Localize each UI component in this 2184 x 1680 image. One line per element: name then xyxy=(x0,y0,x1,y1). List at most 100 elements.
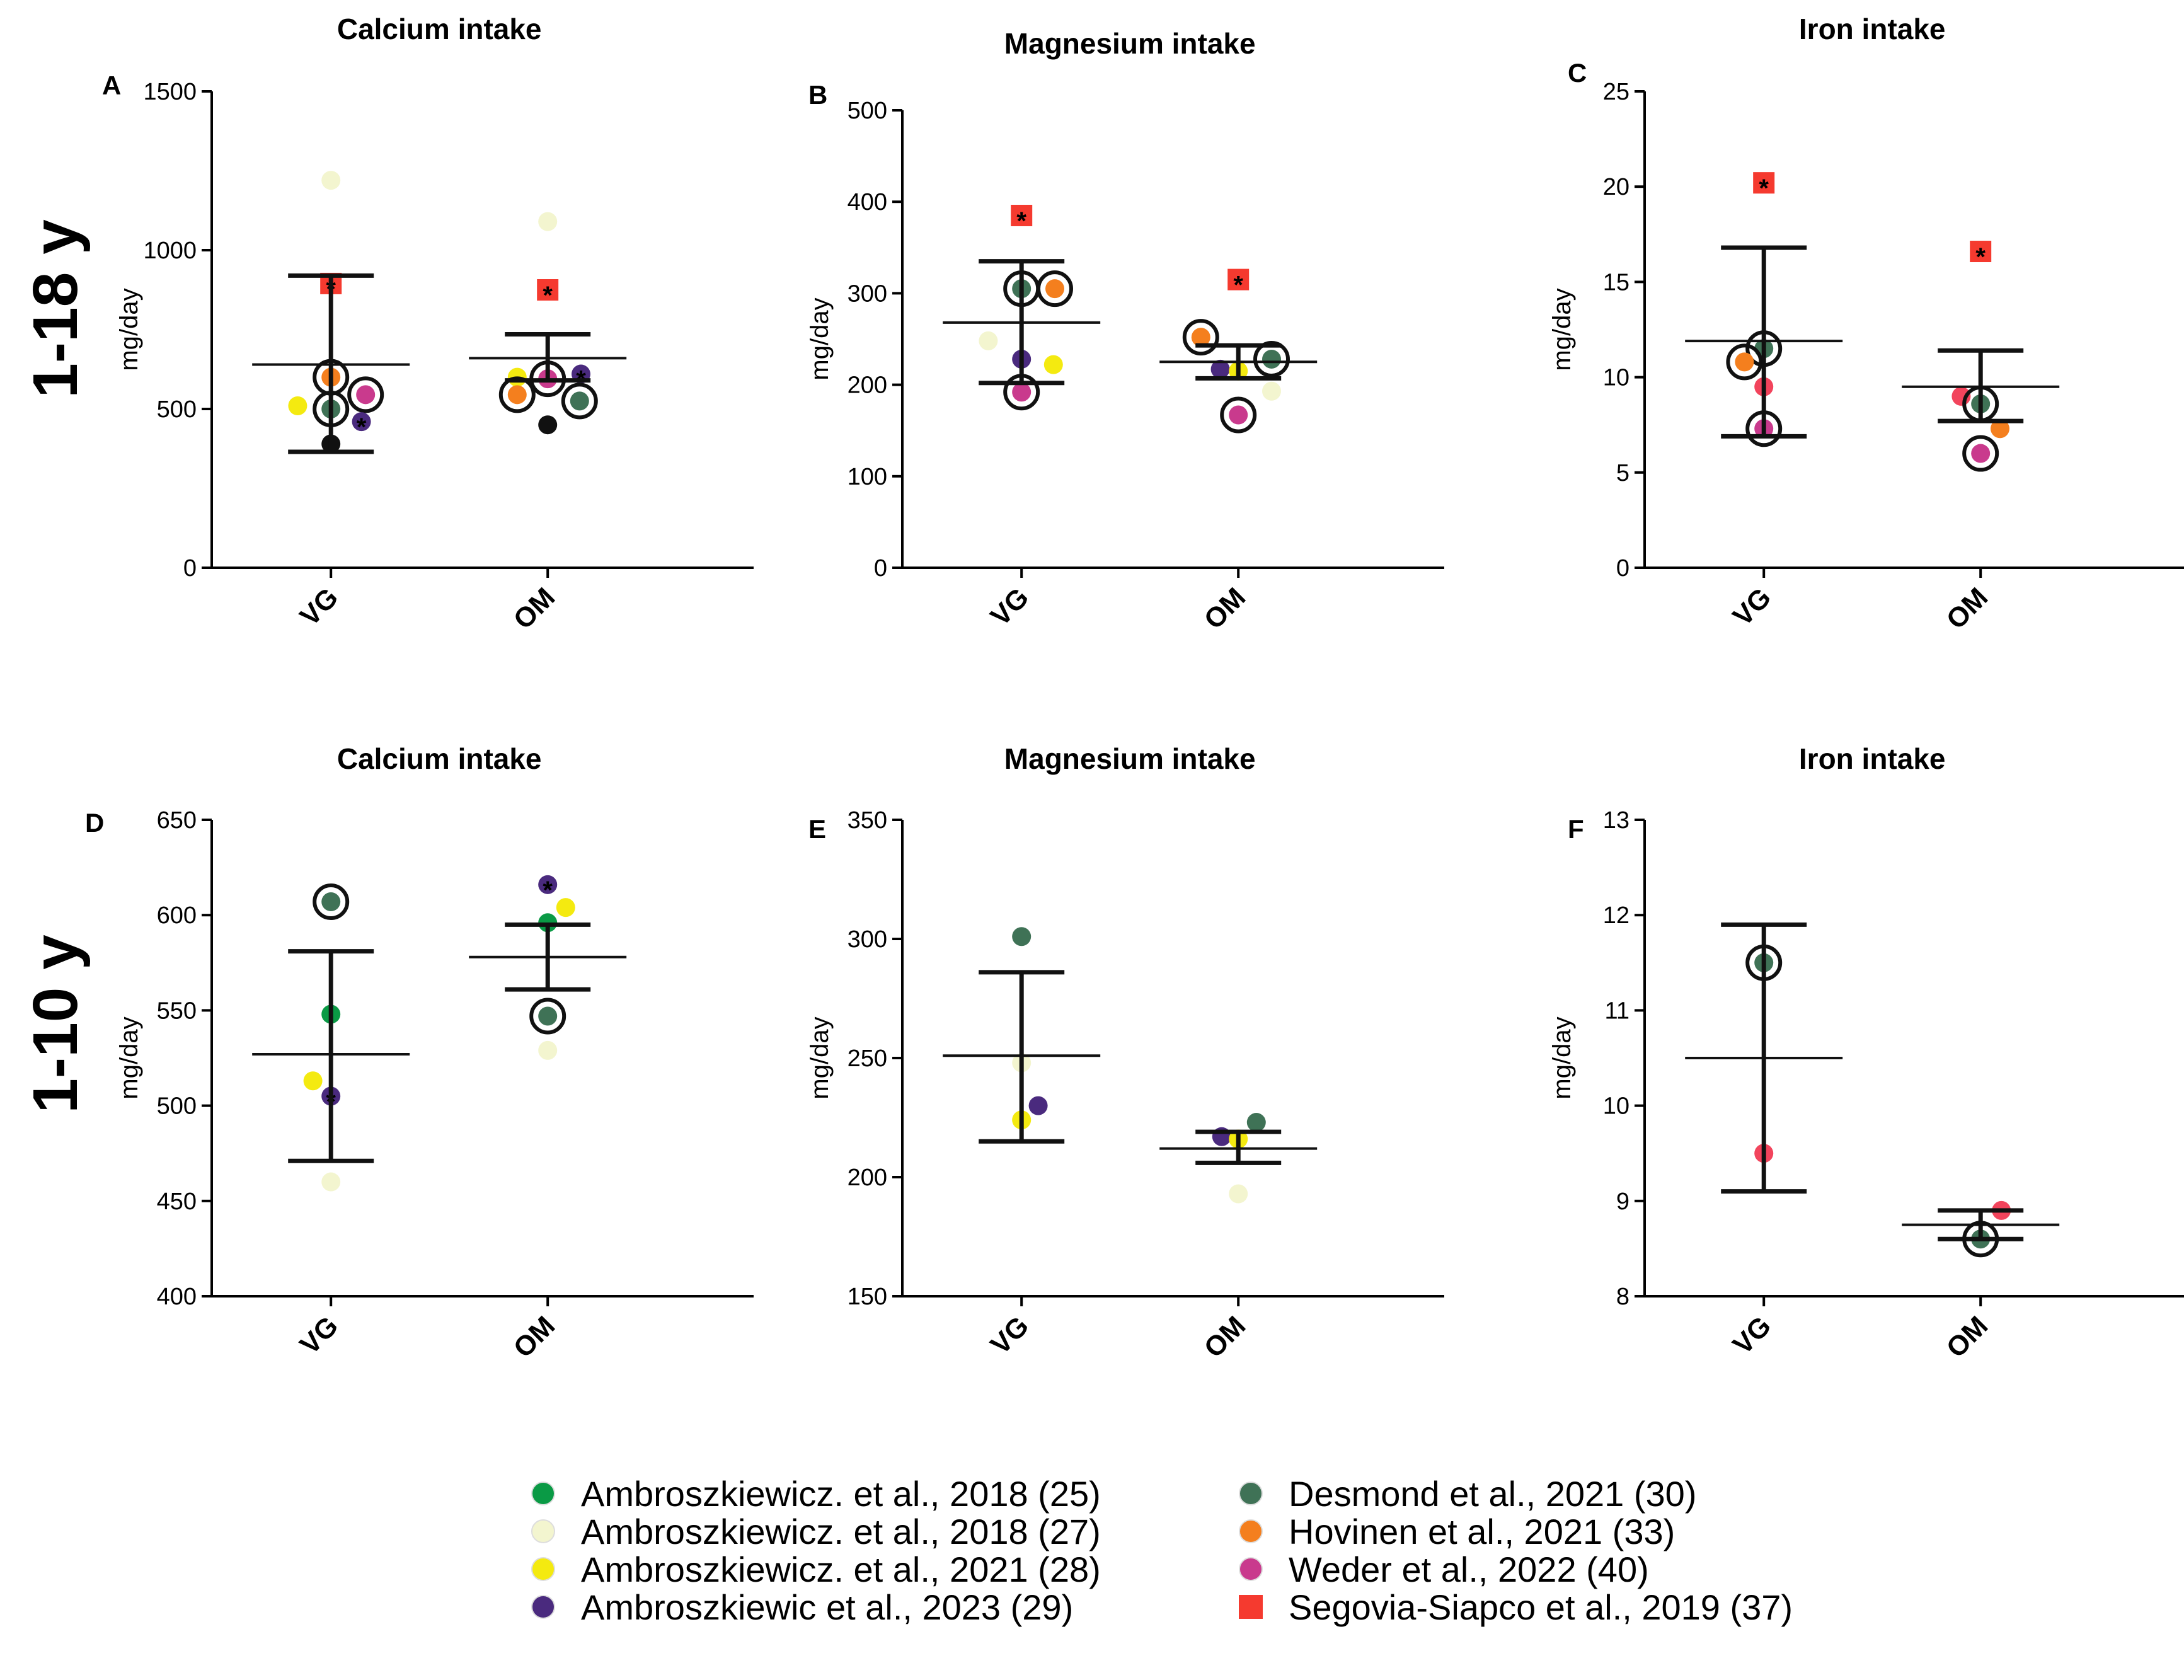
data-point xyxy=(321,892,341,912)
y-tick-label: 13 xyxy=(1603,807,1629,834)
y-tick-label: 450 xyxy=(157,1188,197,1215)
y-tick-label: 200 xyxy=(848,372,887,399)
legend-marker xyxy=(531,1519,555,1543)
data-point-ring xyxy=(529,998,566,1035)
data-point-ring xyxy=(1220,396,1257,434)
legend-label: Ambroszkiewicz. et al., 2018 (27) xyxy=(581,1512,1101,1551)
legend-item: Desmond et al., 2021 (30) xyxy=(1239,1474,1696,1514)
data-point xyxy=(1735,352,1754,372)
row-label-1-18y: 1-18 y xyxy=(20,219,91,398)
x-tick-label-om: OM xyxy=(1198,582,1251,635)
data-point xyxy=(538,875,558,894)
data-point xyxy=(1229,1184,1248,1204)
data-point xyxy=(1045,279,1064,299)
y-tick-label: 650 xyxy=(157,807,197,834)
legend-marker xyxy=(531,1595,555,1619)
data-point xyxy=(352,412,371,432)
data-point-ring xyxy=(1037,270,1073,308)
legend-marker xyxy=(1239,1482,1263,1505)
data-point-ring xyxy=(1726,343,1763,381)
legend-marker xyxy=(1239,1557,1263,1581)
y-tick-label: 0 xyxy=(183,555,197,582)
y-tick-label: 250 xyxy=(848,1045,887,1072)
data-point xyxy=(356,385,376,405)
legend-item: Hovinen et al., 2021 (33) xyxy=(1239,1512,1675,1551)
data-point xyxy=(570,391,589,411)
legend-item: Ambroszkiewicz. et al., 2018 (25) xyxy=(531,1474,1101,1514)
y-tick-label: 600 xyxy=(157,902,197,929)
data-point-square xyxy=(1970,241,1992,263)
y-tick-label: 10 xyxy=(1603,1093,1629,1120)
y-tick-label: 8 xyxy=(1616,1284,1629,1310)
y-tick-label: 500 xyxy=(157,1093,197,1120)
data-point-square xyxy=(1753,172,1775,194)
data-point-asterisk: * xyxy=(1975,243,1986,271)
y-tick-label: 400 xyxy=(157,1284,197,1310)
panel-d: Calcium intake D 400 450 500 550 600 650 mg/day V… xyxy=(85,742,754,1364)
data-point xyxy=(1028,1096,1048,1115)
row-label-1-10y: 1-10 y xyxy=(20,935,91,1113)
data-point xyxy=(538,415,558,435)
panel-letter: E xyxy=(808,814,826,844)
legend-label: Ambroszkiewicz. et al., 2018 (25) xyxy=(581,1474,1101,1514)
data-point-asterisk: * xyxy=(1233,272,1243,299)
data-point xyxy=(303,1071,323,1091)
x-tick-label-om: OM xyxy=(1940,582,1994,635)
data-point-square xyxy=(1011,204,1033,226)
x-tick-label-om: OM xyxy=(1940,1310,1994,1364)
y-axis-label: mg/day xyxy=(115,1016,143,1099)
legend-marker-square xyxy=(1239,1595,1263,1619)
panel-e: Magnesium intake E 150 200 250 300 350 mg/day VG… xyxy=(806,742,1444,1364)
data-point xyxy=(556,898,575,918)
panel-letter: C xyxy=(1568,58,1587,88)
y-axis-label: mg/day xyxy=(1548,1016,1576,1099)
data-point xyxy=(1991,419,2009,439)
panel-title: Iron intake xyxy=(1799,742,1946,775)
panel-title: Iron intake xyxy=(1799,13,1946,45)
panel-letter: A xyxy=(102,71,121,100)
data-point-square xyxy=(1227,268,1250,291)
legend-marker xyxy=(531,1482,555,1505)
data-point xyxy=(979,331,998,350)
y-tick-label: 10 xyxy=(1603,365,1629,391)
y-tick-label: 400 xyxy=(848,189,887,216)
legend-item: Segovia-Siapco et al., 2019 (37) xyxy=(1239,1587,1793,1627)
data-point xyxy=(538,1040,558,1060)
y-tick-label: 0 xyxy=(1616,555,1629,582)
legend: Ambroszkiewicz. et al., 2018 (25)Ambrosz… xyxy=(531,1474,1793,1627)
data-point xyxy=(1012,927,1032,946)
y-axis-label: mg/day xyxy=(806,297,834,380)
data-point xyxy=(1971,444,1991,463)
data-point-asterisk: * xyxy=(357,413,367,441)
y-tick-label: 1000 xyxy=(143,238,197,264)
legend-marker xyxy=(1239,1519,1263,1543)
data-point xyxy=(1262,349,1281,369)
x-tick-label-vg: VG xyxy=(1727,582,1778,632)
y-tick-label: 11 xyxy=(1605,998,1629,1024)
x-tick-label-vg: VG xyxy=(1727,1310,1778,1361)
data-point-asterisk: * xyxy=(1759,175,1769,202)
data-point-ring xyxy=(313,883,350,921)
legend-item: Ambroszkiewicz. et al., 2018 (27) xyxy=(531,1512,1101,1551)
data-point-ring xyxy=(347,376,384,413)
y-tick-label: 0 xyxy=(874,555,887,582)
data-point-asterisk: * xyxy=(543,877,553,904)
data-point xyxy=(1191,328,1210,347)
data-point xyxy=(288,396,307,415)
y-tick-label: 100 xyxy=(848,464,887,490)
data-point-ring xyxy=(1962,435,1999,472)
data-point-asterisk: * xyxy=(1016,207,1026,235)
legend-item: Ambroszkiewic et al., 2023 (29) xyxy=(531,1587,1073,1627)
data-point-asterisk: * xyxy=(543,282,553,309)
data-point xyxy=(1246,1113,1266,1132)
y-tick-label: 5 xyxy=(1616,460,1629,486)
y-tick-label: 500 xyxy=(157,396,197,423)
panel-title: Magnesium intake xyxy=(1004,27,1256,60)
data-point xyxy=(321,1172,341,1192)
y-tick-label: 300 xyxy=(848,280,887,307)
legend-label: Hovinen et al., 2021 (33) xyxy=(1289,1512,1675,1551)
data-point-ring xyxy=(1182,319,1219,356)
